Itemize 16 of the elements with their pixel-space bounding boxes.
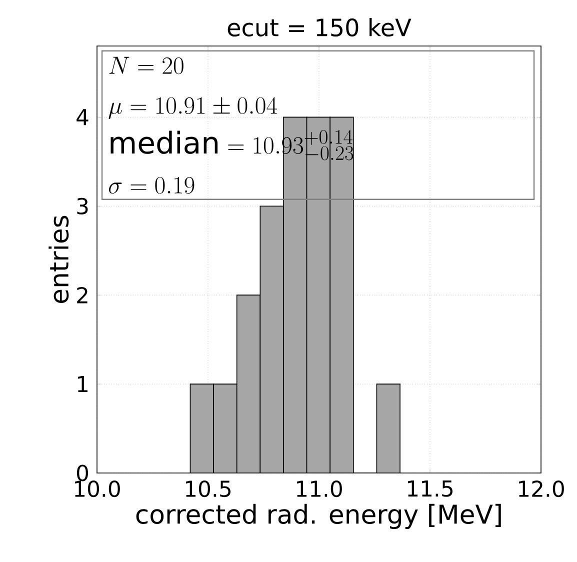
y-tick-label: 3	[77, 198, 88, 214]
x-tick-label: 11.5	[408, 480, 452, 497]
x-axis-title: corrected rad. energy [MeV]	[136, 504, 501, 530]
y-tick-label: 0	[76, 464, 88, 482]
x-tick-label: 10.5	[186, 480, 230, 498]
x-tick-label: 11.0	[297, 480, 342, 498]
x-tick-label: 12.0	[519, 480, 564, 498]
annotation: $\mu = 10.91 \pm 0.04$	[108, 97, 278, 119]
x-tick-label: 10.0	[75, 480, 120, 498]
y-axis-title: entries	[48, 216, 69, 303]
chart-title: ecut = 150 keV	[228, 18, 412, 37]
y-tick-label: 4	[76, 109, 88, 126]
y-tick-label: 1	[78, 376, 88, 392]
annotation: $N = 20$	[109, 56, 184, 74]
y-tick-label: 2	[77, 286, 88, 304]
annotation: $\sigma = 0.19$	[108, 176, 194, 194]
